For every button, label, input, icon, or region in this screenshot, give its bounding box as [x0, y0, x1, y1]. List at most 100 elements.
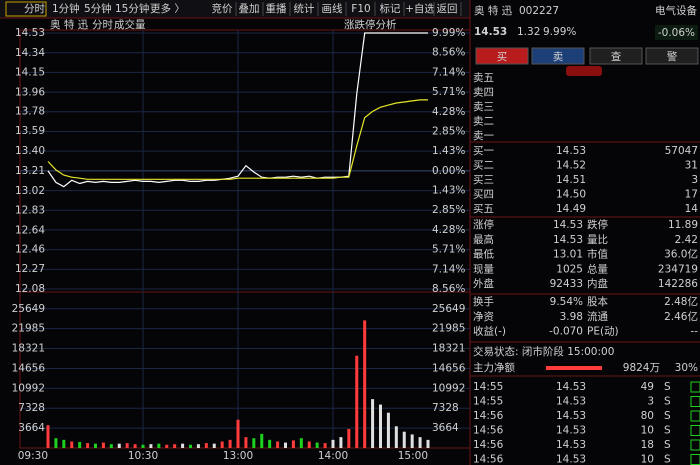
stat-value: 142286 [658, 278, 698, 290]
volume-bar [125, 443, 129, 448]
volume-bar [165, 444, 169, 448]
stat-label: 流通 [587, 310, 608, 323]
trade-price: 14.53 [556, 381, 586, 393]
volume-title: 成交量 [114, 18, 146, 31]
stat-value: 13.01 [553, 249, 583, 261]
stat-value: 14.53 [553, 219, 583, 231]
volume-bar [418, 437, 422, 448]
volume-tick-label-right: 3664 [432, 422, 459, 434]
volume-bar [196, 444, 200, 448]
y-tick-label: 14.15 [15, 67, 45, 79]
trade-price: 14.53 [556, 410, 586, 422]
volume-bar [220, 441, 224, 448]
trade-button[interactable] [475, 47, 529, 65]
toolbar-button[interactable]: 统计 [294, 2, 315, 15]
y2-tick-label: 7.14% [432, 66, 465, 78]
bid-volume: 3 [691, 174, 698, 186]
bid-price: 14.50 [556, 189, 586, 201]
volume-tick-label: 7328 [18, 402, 45, 414]
y2-tick-label: 9.99% [432, 27, 465, 39]
trade-marker [690, 396, 700, 407]
trade-button-label[interactable]: 警 [667, 50, 678, 63]
toolbar-button[interactable]: 重播 [266, 2, 287, 15]
toolbar-button[interactable]: 返回 [437, 3, 458, 15]
x-tick-label: 15:00 [398, 450, 428, 462]
trade-volume: 18 [641, 439, 654, 451]
trade-side: S [664, 396, 671, 408]
trade-button-label[interactable]: 查 [611, 50, 622, 63]
stat-label: 收益(-) [473, 325, 506, 338]
volume-bar [260, 433, 264, 448]
y-tick-label: 12.08 [15, 283, 45, 295]
volume-bar [394, 426, 398, 448]
stat-label: 股本 [587, 295, 608, 308]
volume-bar [284, 442, 287, 448]
trade-time: 14:56 [473, 410, 504, 422]
chart-subtitle: 分时 [92, 19, 113, 31]
trade-time: 14:55 [473, 396, 503, 408]
y2-tick-label: 5.71% [432, 244, 465, 256]
toolbar-button[interactable]: 叠加 [239, 3, 260, 15]
trade-price: 14.53 [556, 425, 586, 437]
x-tick-label: 09:30 [18, 450, 48, 462]
stat-value: 92433 [550, 278, 583, 290]
bid-volume: 31 [685, 160, 698, 172]
stat-value: 36.0亿 [664, 248, 698, 261]
volume-bar [117, 443, 121, 448]
volume-bar [386, 412, 390, 448]
volume-bar [141, 444, 145, 448]
collapse-tab[interactable] [566, 66, 602, 76]
trade-button-label[interactable]: 买 [497, 51, 508, 63]
volume-bar [315, 442, 319, 448]
x-tick-label: 10:30 [128, 450, 158, 462]
toolbar-button[interactable]: 标记 [380, 3, 401, 15]
bid-label: 买三 [473, 174, 494, 186]
ask-label: 卖四 [473, 87, 494, 99]
toolbar-button[interactable]: 画线 [322, 2, 343, 15]
toolbar-tab[interactable]: 15分钟 [115, 2, 149, 15]
stat-label: 市值 [587, 248, 608, 261]
volume-tick-label: 18321 [12, 343, 45, 355]
stat-label: 换手 [473, 295, 494, 308]
price-line [47, 32, 428, 188]
volume-bar [46, 425, 50, 448]
toolbar-tab[interactable]: 更多 〉 [150, 2, 185, 15]
trade-marker [690, 381, 700, 393]
trade-time: 14:56 [473, 439, 504, 451]
trade-button[interactable] [531, 47, 585, 65]
stat-value: 2.42 [675, 234, 698, 246]
y2-tick-label: 7.14% [432, 263, 465, 275]
toolbar-tab[interactable]: 5分钟 [84, 2, 112, 15]
volume-bar [62, 439, 66, 448]
y-tick-label: 13.78 [15, 105, 45, 117]
toolbar-button[interactable]: 竞价 [212, 2, 233, 15]
stat-label: PE(动) [587, 326, 619, 338]
volume-tick-label-right: 10992 [432, 382, 465, 394]
volume-bar [363, 320, 367, 448]
y2-tick-label: 4.28% [432, 106, 465, 118]
toolbar-tab[interactable]: 1分钟 [52, 2, 80, 15]
y-tick-label: 13.96 [15, 87, 45, 99]
y2-tick-label: 2.85% [432, 204, 465, 216]
trade-button-label[interactable]: 卖 [553, 51, 564, 63]
volume-tick-label-right: 21985 [432, 323, 465, 335]
volume-tick-label-right: 25649 [432, 303, 465, 315]
change-pct: 9.99% [543, 26, 576, 38]
trade-button[interactable] [645, 47, 699, 65]
stat-label: 跌停 [587, 218, 608, 231]
toolbar-button[interactable]: F10 [351, 3, 370, 15]
y-tick-label: 12.83 [15, 205, 45, 217]
bid-price: 14.51 [556, 174, 586, 186]
volume-bar [173, 444, 177, 448]
toolbar-button[interactable]: +自选 [405, 2, 435, 15]
trade-time: 14:56 [473, 425, 504, 437]
bid-volume: 57047 [665, 145, 698, 157]
volume-bar [54, 438, 58, 448]
toolbar-tab[interactable]: 分时 [24, 3, 45, 15]
y2-tick-label: 8.56% [432, 47, 465, 59]
stat-label: 量比 [587, 233, 608, 246]
trade-button[interactable] [589, 47, 643, 65]
limit-analysis[interactable]: 涨跌停分析 [344, 18, 397, 31]
